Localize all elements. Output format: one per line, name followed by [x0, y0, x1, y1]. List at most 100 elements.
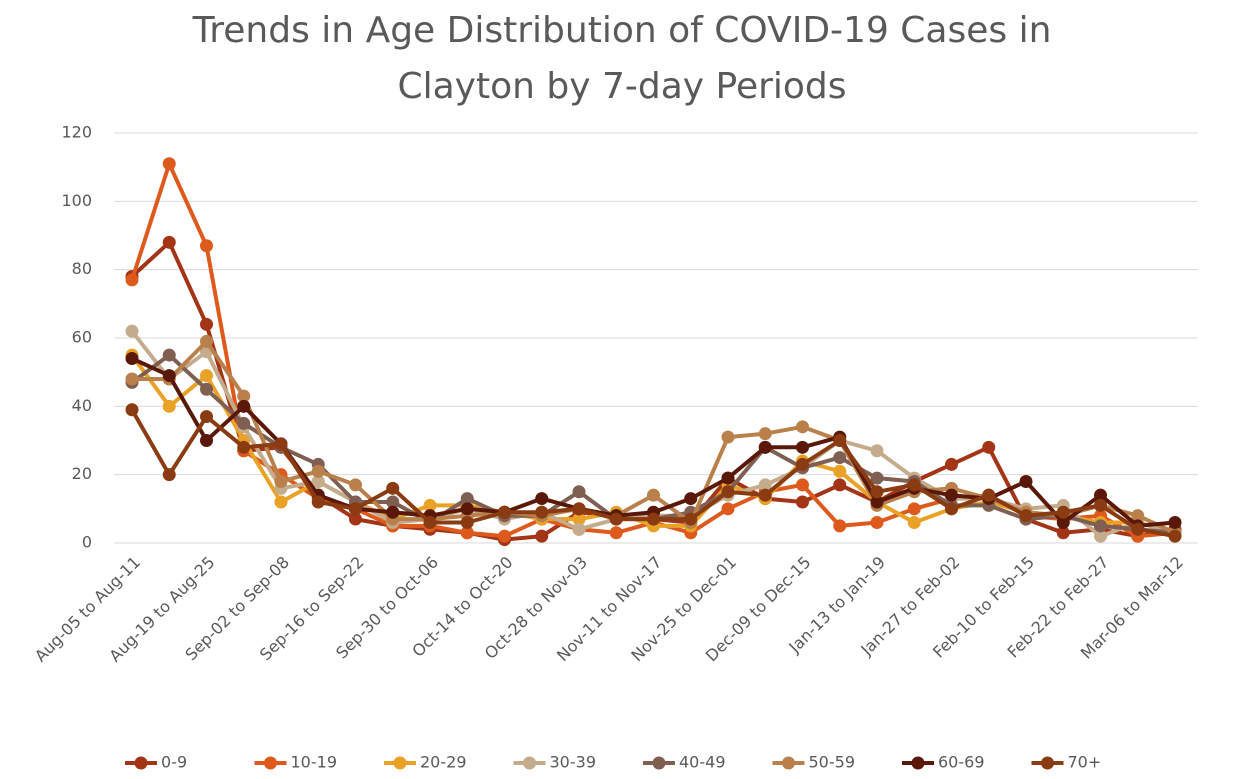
data-point — [274, 437, 288, 451]
legend-marker — [911, 756, 925, 770]
data-point — [200, 334, 213, 348]
data-point — [1168, 529, 1182, 543]
data-point — [1094, 488, 1107, 502]
data-point — [1131, 522, 1145, 536]
data-point — [572, 485, 586, 499]
data-point — [833, 478, 847, 492]
data-point — [237, 416, 251, 430]
chart-title: Clayton by 7-day Periods — [397, 66, 846, 107]
legend-label: 0-9 — [161, 753, 187, 772]
data-point — [1019, 475, 1033, 488]
data-point — [274, 475, 288, 488]
data-point — [200, 317, 213, 331]
data-point — [1019, 509, 1033, 523]
legend-label: 60-69 — [938, 753, 985, 772]
data-point — [796, 440, 809, 454]
data-point — [237, 440, 251, 454]
data-point — [460, 502, 474, 516]
data-point — [200, 382, 213, 396]
data-point — [200, 239, 213, 253]
data-point — [125, 403, 139, 417]
data-point — [535, 492, 549, 506]
data-point — [162, 399, 176, 413]
data-point — [758, 427, 772, 441]
data-point — [982, 488, 996, 502]
data-point — [647, 488, 660, 502]
data-point — [870, 471, 884, 485]
legend-marker — [782, 756, 795, 770]
data-point — [125, 372, 139, 386]
data-point — [945, 488, 958, 502]
data-point — [833, 464, 847, 478]
data-point — [125, 352, 139, 365]
data-point — [200, 410, 213, 424]
y-tick-label: 60 — [72, 328, 92, 347]
data-point — [684, 492, 698, 506]
data-point — [349, 512, 362, 526]
data-point — [274, 495, 288, 509]
data-point — [982, 440, 996, 454]
data-point — [833, 519, 847, 533]
data-point — [535, 529, 549, 543]
legend-label: 40-49 — [679, 753, 726, 772]
data-point — [721, 471, 735, 485]
data-point — [386, 505, 400, 519]
legend-label: 20-29 — [420, 753, 467, 772]
data-point — [796, 420, 809, 434]
data-point — [162, 157, 176, 171]
data-point — [870, 495, 884, 509]
data-point — [237, 389, 251, 403]
data-point — [162, 369, 176, 383]
data-point — [460, 516, 474, 529]
data-point — [1168, 516, 1182, 529]
legend-marker — [523, 756, 536, 770]
data-point — [833, 451, 847, 465]
data-point — [870, 516, 884, 529]
data-point — [721, 485, 735, 499]
legend-label: 10-19 — [291, 753, 338, 772]
y-tick-label: 40 — [72, 396, 92, 415]
data-point — [423, 516, 437, 529]
data-point — [237, 399, 251, 413]
data-point — [609, 526, 623, 540]
data-point — [907, 516, 921, 529]
data-point — [721, 430, 735, 444]
data-point — [349, 478, 362, 492]
data-point — [758, 478, 772, 492]
chart-title: Trends in Age Distribution of COVID-19 C… — [192, 10, 1052, 51]
series-line — [130, 329, 1176, 539]
data-point — [535, 505, 549, 519]
data-point — [311, 464, 325, 478]
y-tick-label: 100 — [61, 191, 92, 210]
legend-label: 70+ — [1068, 753, 1102, 772]
data-point — [796, 457, 809, 471]
data-point — [125, 273, 139, 287]
data-point — [796, 478, 809, 492]
y-tick-label: 120 — [61, 123, 92, 142]
legend-label: 50-59 — [809, 753, 856, 772]
data-point — [572, 502, 586, 516]
data-point — [907, 478, 921, 492]
legend-marker — [134, 756, 148, 770]
data-point — [684, 512, 698, 526]
data-point — [498, 505, 511, 519]
data-point — [311, 475, 325, 488]
data-point — [870, 444, 884, 458]
data-point — [386, 481, 400, 495]
data-point — [460, 526, 474, 540]
legend-marker — [264, 756, 277, 770]
data-point — [1056, 526, 1070, 540]
data-point — [386, 495, 400, 509]
data-point — [349, 502, 362, 516]
data-point — [1056, 516, 1070, 529]
data-point — [1056, 505, 1070, 519]
data-point — [423, 498, 437, 512]
data-point — [870, 485, 884, 499]
y-tick-label: 80 — [72, 259, 92, 278]
data-point — [572, 512, 586, 526]
data-point — [162, 348, 176, 362]
data-point — [200, 434, 213, 447]
data-point — [200, 369, 213, 383]
data-point — [460, 492, 474, 506]
